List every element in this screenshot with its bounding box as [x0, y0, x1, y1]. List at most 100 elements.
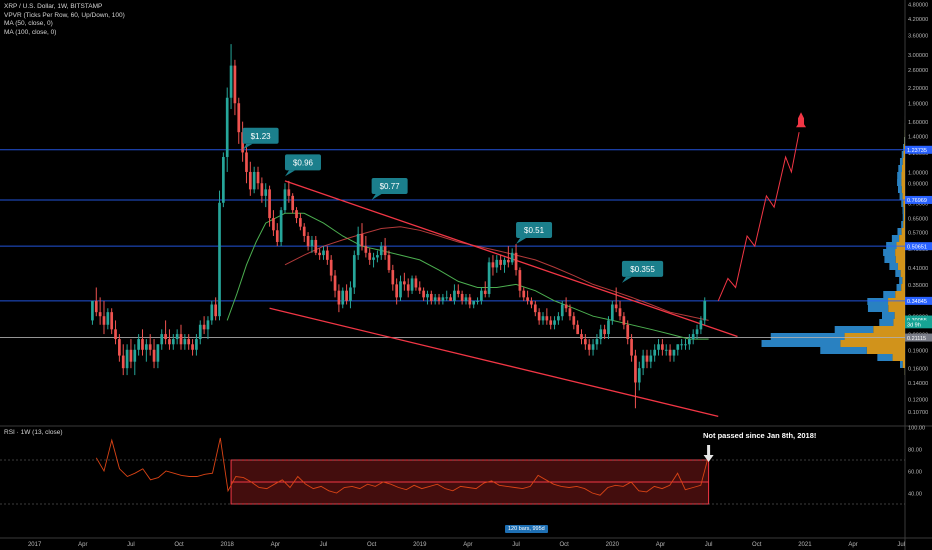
- candle: [268, 189, 271, 219]
- callout-pointer: [242, 143, 253, 150]
- candle: [406, 284, 410, 291]
- candle: [356, 234, 360, 256]
- price-tick-label: 0.14000: [908, 381, 928, 387]
- price-callout: [284, 154, 321, 171]
- indicator-ma50[interactable]: MA (50, close, 0): [4, 20, 53, 28]
- candle: [618, 308, 622, 317]
- price-callout-label: $0.96: [293, 158, 314, 167]
- candle: [495, 259, 499, 268]
- volume-profile-bar: [901, 221, 904, 228]
- price-tick-label: 2.20000: [908, 86, 928, 92]
- candle: [557, 316, 560, 321]
- candle: [214, 304, 218, 317]
- rsi-legend[interactable]: RSI · 1W (13, close): [4, 429, 63, 436]
- volume-profile-bar: [901, 151, 904, 158]
- volume-profile-bar: [895, 256, 905, 263]
- candle: [691, 334, 695, 340]
- candle: [641, 355, 645, 369]
- candle: [630, 339, 633, 356]
- chart-legend: XRP / U.S. Dollar, 1W, BITSTAMP VPVR (Ti…: [4, 3, 125, 37]
- time-tick-label: Jul: [127, 542, 135, 548]
- candle: [487, 262, 491, 294]
- price-badge-label: 0.34845: [907, 299, 927, 305]
- candle: [325, 250, 329, 260]
- time-tick-label: 2018: [221, 542, 235, 548]
- candle: [607, 320, 610, 335]
- volume-profile-bar: [902, 193, 905, 200]
- candle: [275, 230, 279, 242]
- rsi-line: [95, 437, 710, 496]
- symbol-title: XRP / U.S. Dollar, 1W, BITSTAMP: [4, 3, 103, 10]
- volume-profile-bar: [770, 333, 845, 340]
- candle: [102, 316, 106, 325]
- volume-profile-bar: [903, 200, 905, 207]
- volume-profile-bar: [904, 137, 905, 144]
- candle: [468, 297, 472, 305]
- candle: [187, 339, 191, 345]
- candle: [125, 349, 129, 369]
- candle: [645, 355, 649, 362]
- candle: [634, 355, 637, 383]
- candle: [649, 355, 653, 362]
- price-callout-label: $0.355: [630, 265, 655, 274]
- volume-profile-bar: [901, 284, 905, 291]
- candle: [676, 344, 680, 350]
- candle: [233, 65, 237, 104]
- candle: [152, 349, 156, 362]
- volume-profile-bar: [844, 333, 905, 340]
- volume-profile-bar: [883, 291, 896, 298]
- price-tick-label: 4.80000: [908, 3, 928, 9]
- candle: [668, 349, 672, 356]
- price-badge: [905, 195, 932, 204]
- candle: [499, 259, 502, 265]
- candle: [472, 300, 476, 305]
- price-badge: [905, 315, 932, 324]
- volume-profile-bar: [901, 228, 905, 235]
- candle: [376, 255, 379, 258]
- candle: [91, 300, 94, 321]
- volume-profile-bar: [901, 172, 905, 179]
- volume-profile-bar: [877, 354, 893, 361]
- candle: [291, 195, 295, 211]
- candle: [245, 152, 248, 172]
- candle: [526, 297, 529, 301]
- candle: [460, 293, 464, 301]
- price-badge: [905, 320, 932, 329]
- time-tick-label: Oct: [174, 542, 184, 548]
- volume-profile-bar: [901, 165, 905, 172]
- time-tick-label: Jul: [512, 542, 520, 548]
- candle: [168, 339, 171, 345]
- candle: [106, 312, 110, 325]
- candle: [541, 316, 545, 321]
- indicator-ma100[interactable]: MA (100, close, 0): [4, 28, 57, 36]
- rocket-icon: [796, 112, 807, 128]
- candle: [518, 270, 522, 291]
- price-callout: [516, 222, 553, 239]
- candle: [121, 355, 125, 369]
- indicator-vpvr[interactable]: VPVR (Ticks Per Row, 60, Up/Down, 100): [4, 11, 125, 19]
- price-callout: [371, 177, 408, 194]
- candle: [576, 324, 580, 335]
- volume-profile-bar: [820, 347, 867, 354]
- price-tick-label: 4.20000: [908, 17, 928, 23]
- price-tick-label: 0.35000: [908, 283, 928, 289]
- price-tick-label: 0.57000: [908, 231, 928, 237]
- volume-profile-bar: [898, 165, 902, 172]
- candle: [483, 290, 487, 294]
- trendline: [269, 307, 719, 418]
- volume-profile-bar: [903, 207, 905, 214]
- candle: [306, 235, 310, 247]
- candle: [94, 300, 98, 313]
- time-tick-label: Jul: [705, 542, 713, 548]
- candle: [279, 210, 283, 242]
- time-tick-label: Apr: [78, 542, 87, 548]
- price-callout-label: $0.77: [380, 182, 401, 191]
- volume-profile-bar: [897, 172, 902, 179]
- candle: [464, 297, 468, 301]
- candle: [560, 304, 564, 317]
- candle: [530, 300, 533, 305]
- candle: [98, 312, 102, 317]
- candle: [383, 246, 387, 256]
- callout-pointer: [371, 193, 382, 200]
